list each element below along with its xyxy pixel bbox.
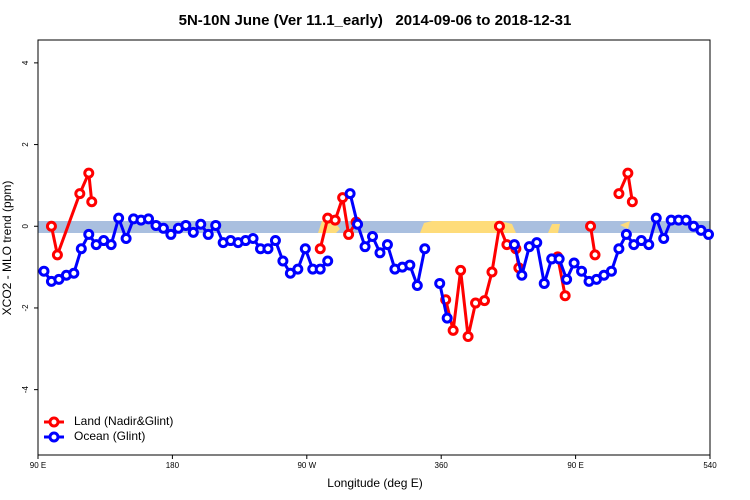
y-axis-label: XCO2 - MLO trend (ppm) [0,181,14,316]
data-point [329,214,341,226]
data-point [622,167,634,179]
data-point [462,331,474,343]
legend-label: Ocean (Glint) [74,429,145,443]
data-point [538,277,550,289]
data-point [419,243,431,255]
data-point [180,219,192,231]
y-tick-label: -2 [21,304,30,312]
data-point [202,228,214,240]
data-point [643,239,655,251]
data-point [531,237,543,249]
data-point [352,218,364,230]
data-point [344,188,356,200]
data-point [404,259,416,271]
data-point [113,212,125,224]
data-point [247,233,259,245]
data-point [568,257,580,269]
data-point [381,239,393,251]
data-point [559,290,571,302]
chart-title: 5N-10N June (Ver 11.1_early) 2014-09-06 … [179,12,572,29]
x-tick-label: 90 W [297,461,316,470]
data-point [83,167,95,179]
data-point [343,228,355,240]
y-tick-label: 4 [21,60,30,65]
data-point [553,253,565,265]
data-point [447,324,459,336]
data-point [299,243,311,255]
data-point [292,263,304,275]
data-point [576,265,588,277]
data-point [269,235,281,247]
data-point [322,255,334,267]
data-point [74,188,86,200]
data-point [658,233,670,245]
data-point [455,264,467,276]
data-point [38,265,50,277]
data-point [680,214,692,226]
data-point [486,266,498,278]
y-tick-label: -4 [21,386,30,394]
x-tick-label: 180 [166,461,180,470]
data-point [51,249,63,261]
data-point [441,312,453,324]
data-point [75,243,87,255]
data-point [589,249,601,261]
legend-label: Land (Nadir&Glint) [74,414,173,428]
x-tick-label: 90 E [30,461,46,470]
data-point [374,247,386,259]
data-point [605,265,617,277]
data-point [703,228,715,240]
data-point [165,228,177,240]
data-point [493,220,505,232]
data-point [157,222,169,234]
data-point [359,241,371,253]
y-tick-label: 0 [21,223,30,228]
data-point [434,277,446,289]
data-point [411,279,423,291]
data-point [86,196,98,208]
data-point [516,269,528,281]
data-point [277,255,289,267]
data-point [470,297,482,309]
plot-frame [37,39,711,456]
data-point [650,212,662,224]
land-patch [548,224,560,233]
data-point [105,239,117,251]
data-point [613,188,625,200]
data-point [620,228,632,240]
data-point [210,219,222,231]
legend-marker [48,416,60,428]
data-point [143,213,155,225]
data-point [314,243,326,255]
land-patch [420,221,516,233]
land-patch [620,221,630,229]
x-tick-label: 540 [703,461,717,470]
x-tick-label: 90 E [567,461,583,470]
legend-marker [48,431,60,443]
x-axis-label: Longitude (deg E) [327,476,422,490]
legend: Land (Nadir&Glint) Ocean (Glint) [44,414,173,443]
data-point [187,226,199,238]
data-point [367,230,379,242]
data-point [626,196,638,208]
data-point [120,233,132,245]
data-point [613,243,625,255]
y-tick-label: 2 [21,142,30,147]
data-point [195,218,207,230]
data-point [83,228,95,240]
data-point [45,220,57,232]
data-point [68,267,80,279]
data-point [479,295,491,307]
data-point [585,220,597,232]
x-tick-label: 360 [435,461,449,470]
data-point [508,239,520,251]
data-point [262,243,274,255]
data-point [314,263,326,275]
data-point [561,273,573,285]
